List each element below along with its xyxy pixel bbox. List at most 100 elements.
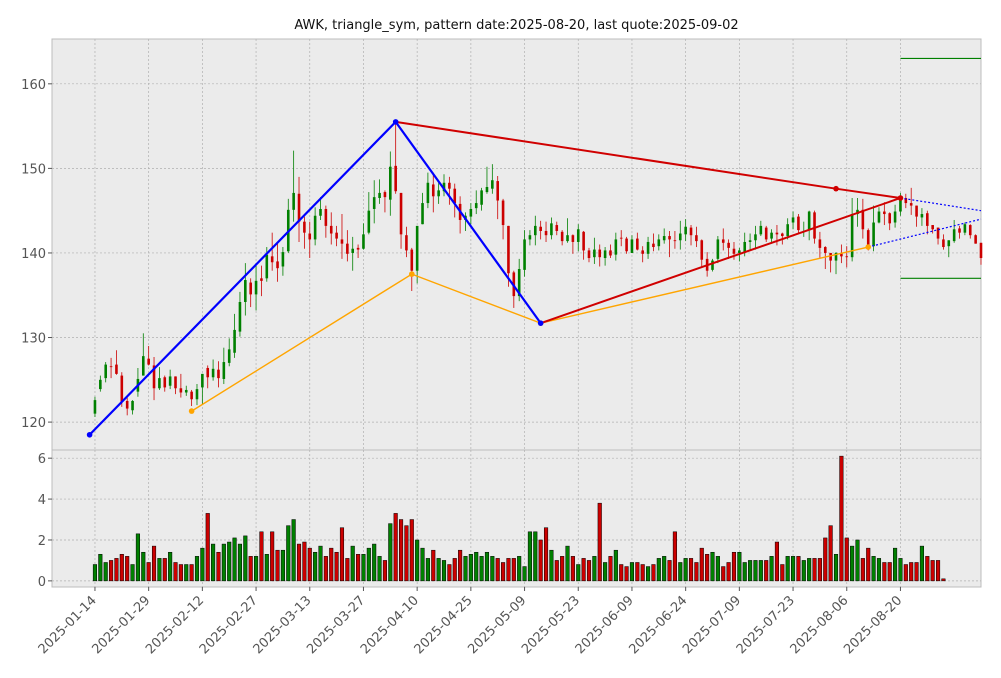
volume-bar (162, 558, 167, 582)
red-pivot-marker (833, 185, 839, 192)
price-tick-label: 150 (21, 162, 46, 177)
candle-body (791, 217, 795, 223)
volume-bar (135, 533, 140, 582)
volume-bar (441, 560, 447, 582)
volume-bar (339, 527, 345, 582)
candle-body (405, 235, 408, 251)
candle-body (678, 233, 682, 241)
candle-body (99, 379, 102, 390)
volume-bar (302, 541, 307, 582)
candle-body (238, 302, 242, 332)
candle-body (115, 364, 118, 374)
volume-bar (184, 564, 189, 582)
volume-bar (903, 564, 908, 582)
candle-body (609, 250, 612, 256)
candle-body (668, 236, 671, 240)
candle-body (888, 213, 892, 224)
candle-body (442, 182, 446, 192)
candle-body (813, 212, 816, 239)
volume-bar (372, 543, 377, 582)
candle-body (566, 235, 569, 242)
volume-bar (909, 562, 914, 582)
volume-bar (291, 519, 296, 582)
volume-bar (425, 558, 430, 582)
volume-bar (361, 554, 366, 582)
candle-body (329, 225, 333, 234)
candle-body (732, 248, 736, 254)
volume-bar (211, 543, 216, 582)
volume-bar (876, 558, 882, 582)
volume-bar (264, 554, 269, 582)
candle-body (410, 249, 414, 271)
candle-body (834, 252, 838, 261)
volume-bar (764, 560, 769, 582)
candle-body (195, 389, 199, 400)
volume-bar (785, 556, 790, 582)
candle-body (335, 232, 338, 239)
volume-bar (270, 531, 275, 582)
volume-tick-label: 6 (38, 452, 46, 467)
volume-bar (173, 562, 178, 582)
volume-bar (463, 556, 468, 582)
volume-bar (168, 551, 173, 582)
volume-bar (629, 562, 635, 582)
candle-body (104, 364, 107, 379)
volume-bar (420, 547, 425, 582)
volume-bar (458, 549, 463, 582)
candle-body (485, 186, 489, 193)
candle-body (254, 280, 258, 295)
candle-body (168, 376, 172, 386)
orange-pivot-marker (408, 271, 415, 277)
volume-bar (356, 554, 361, 582)
volume-bar (817, 558, 822, 582)
volume-bar (823, 537, 828, 582)
volume-bar (237, 543, 242, 582)
volume-bar (715, 556, 720, 582)
candle-body (507, 225, 510, 274)
volume-bar (651, 564, 656, 582)
candle-body (297, 193, 301, 222)
candle-body (356, 247, 360, 250)
blue-pivot-marker (86, 431, 93, 438)
candle-body (775, 232, 779, 235)
volume-bar (248, 556, 253, 582)
volume-bar (619, 564, 624, 582)
volume-bar (538, 539, 543, 582)
candle-body (695, 235, 698, 242)
candle-body (915, 205, 918, 217)
orange-pivot-marker (865, 244, 872, 250)
candle-body (603, 250, 607, 259)
volume-bar (726, 562, 731, 582)
candle-body (131, 400, 134, 411)
volume-bar (592, 556, 597, 582)
volume-bar (774, 541, 779, 582)
volume-bar (807, 558, 812, 582)
candle-body (823, 247, 827, 253)
candle-body (260, 278, 263, 281)
candle-body (861, 209, 865, 230)
candle-body (179, 388, 183, 393)
candle-body (340, 239, 344, 244)
volume-bar (329, 547, 334, 582)
volume-bar (694, 562, 699, 582)
candle-body (727, 242, 730, 248)
candle-body (598, 249, 602, 258)
candle-body (523, 239, 526, 270)
price-tick-label: 140 (21, 247, 46, 262)
candle-body (362, 234, 365, 249)
candle-body (958, 228, 961, 233)
candle-body (797, 216, 800, 231)
volume-bar (791, 556, 796, 582)
candle-body (636, 238, 639, 250)
volume-bar (919, 545, 924, 582)
volume-bar (313, 551, 318, 582)
candle-body (184, 389, 188, 393)
volume-bar (109, 560, 114, 582)
volume-bar (882, 562, 887, 582)
volume-bar (887, 562, 892, 582)
x-tick-label: 2025-08-20 (841, 593, 905, 657)
candle-body (437, 190, 440, 197)
candle-body (689, 227, 693, 236)
volume-bar (898, 558, 903, 582)
candle-body (619, 237, 623, 239)
